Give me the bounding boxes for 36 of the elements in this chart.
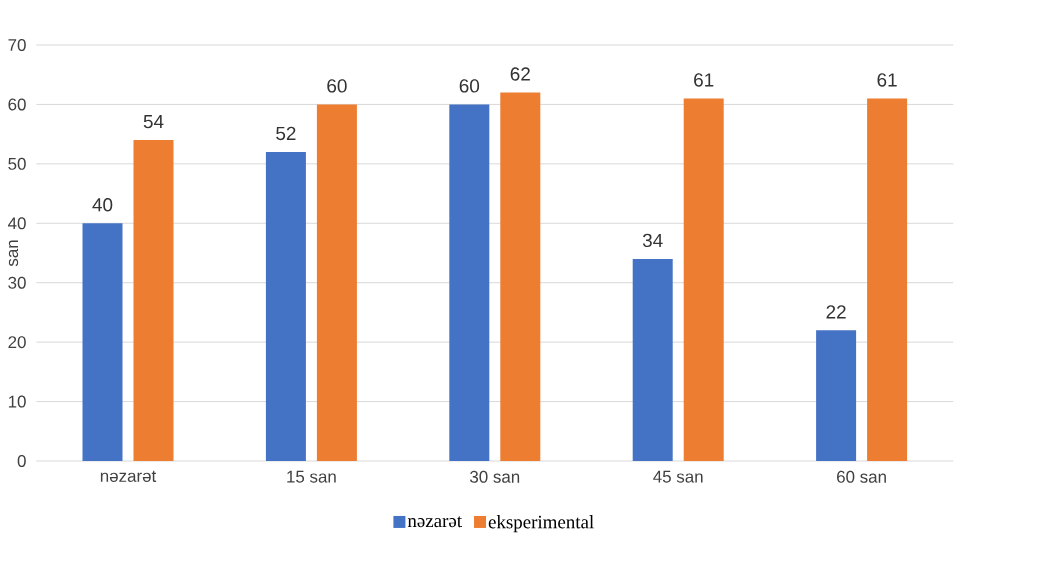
bar bbox=[500, 92, 541, 461]
bar bbox=[683, 98, 724, 461]
y-axis-title: san bbox=[8, 240, 19, 267]
data-label: 60 bbox=[327, 79, 347, 93]
bar bbox=[133, 140, 174, 461]
y-tick-label: 40 bbox=[8, 217, 26, 230]
data-label: 22 bbox=[826, 305, 846, 319]
x-tick-label: nəzarət bbox=[100, 470, 157, 482]
y-tick-label: 10 bbox=[8, 395, 26, 408]
y-tick-label: 30 bbox=[8, 276, 26, 289]
bar bbox=[632, 258, 673, 461]
y-tick-label: 0 bbox=[17, 455, 26, 467]
x-tick-label: 60 san bbox=[837, 470, 886, 483]
bar bbox=[316, 104, 357, 461]
x-tick-label: 30 san bbox=[470, 470, 520, 483]
legend-label: nəzarət bbox=[407, 516, 462, 528]
legend-label: eksperimental bbox=[488, 515, 594, 533]
x-tick-label: 45 san bbox=[653, 470, 703, 483]
y-tick-label: 20 bbox=[8, 336, 26, 349]
bar bbox=[867, 98, 908, 461]
y-tick-label: 50 bbox=[8, 157, 26, 170]
data-label: 61 bbox=[694, 73, 714, 87]
x-tick-label: 15 san bbox=[287, 470, 336, 483]
bar bbox=[816, 330, 857, 461]
data-label: 34 bbox=[642, 233, 663, 248]
data-label: 54 bbox=[143, 115, 164, 129]
y-tick-label: 70 bbox=[8, 39, 26, 51]
data-label: 60 bbox=[459, 79, 480, 93]
y-tick-label: 60 bbox=[8, 98, 26, 111]
data-label: 62 bbox=[510, 67, 530, 81]
bar bbox=[449, 104, 490, 461]
data-label: 52 bbox=[276, 126, 296, 141]
data-label: 40 bbox=[92, 198, 113, 212]
bar bbox=[265, 151, 306, 461]
bar bbox=[82, 223, 123, 461]
data-label: 61 bbox=[877, 73, 897, 87]
